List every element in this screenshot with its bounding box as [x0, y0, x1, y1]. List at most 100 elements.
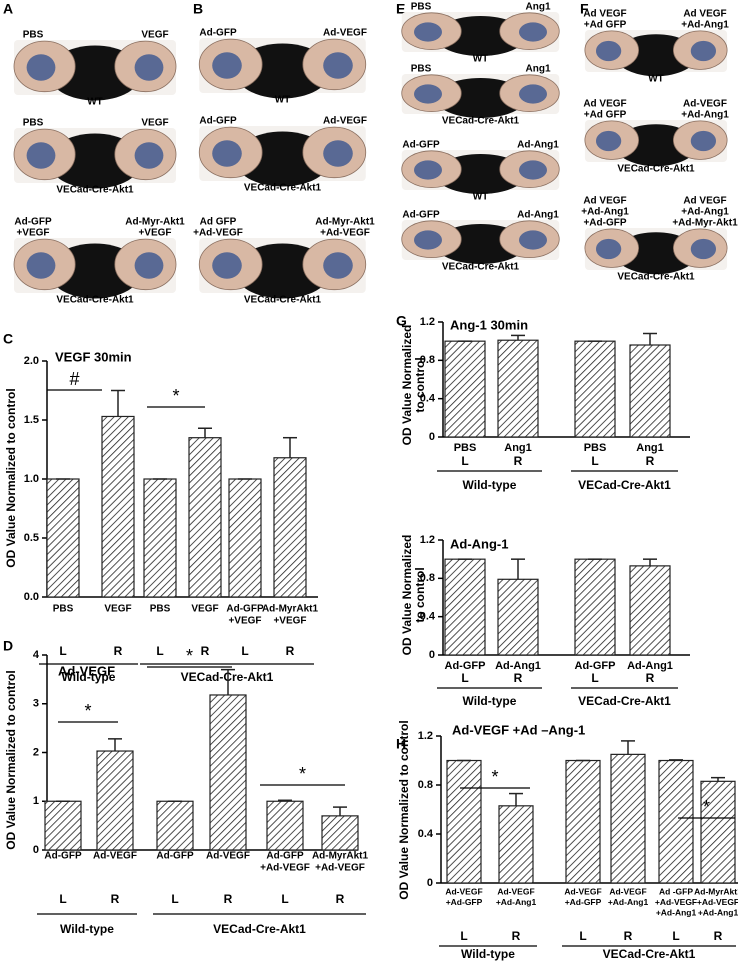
y-tick-label: 0: [427, 877, 433, 889]
dye-spot: [595, 238, 622, 260]
x-tick-label: Ad-VEGF: [564, 886, 601, 896]
bar: [444, 558, 486, 656]
error-bar: [621, 740, 635, 755]
x-tick-label: Ad-VEGF: [497, 886, 534, 896]
x-tick-label: Ad-VEGF: [93, 851, 137, 862]
treatment-label: PBS: [411, 64, 432, 75]
x-tick-label: +Ad-Ang1: [608, 897, 649, 907]
treatment-label: PBS: [23, 30, 44, 41]
x-tick-label: Ad-VEGF: [609, 886, 646, 896]
bar: [629, 344, 671, 438]
x-tick-label: Ad-MyrAkt1: [694, 886, 738, 896]
side-label: L: [171, 892, 178, 906]
x-tick-label: +Ad-VEGF: [697, 897, 738, 907]
x-tick-label: Ang1: [504, 442, 532, 454]
group-label: VECad-Cre-Akt1: [578, 694, 671, 708]
side-label: R: [624, 929, 633, 943]
x-tick-label: VEGF: [104, 604, 131, 615]
x-tick-label: +Ad-VEGF: [260, 863, 310, 874]
treatment-label: Ad-VEGF: [683, 99, 727, 110]
y-tick-label: 0.8: [418, 779, 433, 791]
side-label: L: [156, 644, 163, 658]
error-bar: [509, 792, 523, 806]
treatment-label: +Ad-Ang1: [681, 20, 729, 31]
x-tick-label: PBS: [150, 604, 171, 615]
side-label: R: [224, 892, 233, 906]
genotype-caption: VECad-Cre-Akt1: [56, 295, 134, 306]
treatment-label: Ad-GFP: [14, 217, 52, 228]
y-tick-label: 0.8: [420, 354, 435, 366]
dye-spot: [26, 142, 56, 169]
side-label: R: [514, 671, 523, 685]
treatment-label: Ad-Ang1: [517, 210, 559, 221]
treatment-label: Ad-VEGF: [323, 28, 367, 39]
bar: [574, 558, 616, 656]
y-axis-label: OD Value Normalized: [400, 325, 414, 446]
genotype-caption: VECad-Cre-Akt1: [617, 272, 695, 283]
dye-spot: [212, 140, 242, 167]
error-bar: [333, 806, 347, 816]
treatment-label: +VEGF: [138, 228, 171, 239]
panel-letter: A: [3, 1, 13, 17]
x-tick-label: Ad-GFP: [575, 660, 616, 672]
panel-letter: C: [3, 331, 13, 347]
panel-letter: B: [193, 1, 203, 17]
bar: [228, 478, 262, 598]
chart-title: VEGF 30min: [55, 349, 132, 364]
treatment-label: Ad-VEGF: [323, 116, 367, 127]
dye-spot: [134, 142, 164, 169]
side-label: R: [336, 892, 345, 906]
side-label: R: [646, 454, 655, 468]
treatment-label: Ad VEGF: [583, 196, 626, 207]
side-label: L: [591, 454, 598, 468]
group-label: VECad-Cre-Akt1: [578, 478, 671, 492]
treatment-label: Ad VEGF: [583, 9, 626, 20]
treatment-label: VEGF: [141, 118, 168, 129]
group-label: Wild-type: [62, 670, 116, 684]
genotype-caption: VECad-Cre-Akt1: [442, 116, 520, 127]
treatment-label: Ad-GFP: [199, 116, 237, 127]
genotype-caption: WT: [473, 192, 489, 203]
treatment-label: Ad VEGF: [583, 99, 626, 110]
side-label: L: [59, 644, 66, 658]
dye-spot: [414, 22, 442, 42]
error-bar: [643, 558, 657, 566]
genotype-caption: VECad-Cre-Akt1: [56, 185, 134, 196]
bar: [497, 578, 539, 656]
error-bar: [511, 334, 525, 341]
dye-spot: [212, 52, 242, 79]
y-tick-label: 3: [33, 698, 39, 710]
bar: [446, 759, 482, 884]
genotype-caption: WT: [87, 97, 103, 108]
treatment-label: Ad GFP: [200, 217, 237, 228]
x-tick-label: +Ad-GFP: [446, 897, 483, 907]
side-label: L: [460, 929, 467, 943]
dye-spot: [414, 84, 442, 104]
group-label: VECad-Cre-Akt1: [603, 947, 696, 961]
treatment-label: PBS: [23, 118, 44, 129]
y-axis-label: OD Value Normalized to control: [397, 720, 411, 899]
bar: [188, 437, 222, 598]
bar: [273, 457, 307, 598]
genotype-caption: VECad-Cre-Akt1: [442, 262, 520, 273]
significance-mark: *: [186, 646, 193, 666]
significance-mark: *: [703, 797, 710, 817]
x-tick-label: Ad-GFP: [156, 851, 194, 862]
side-label: R: [201, 644, 210, 658]
x-tick-label: +Ad-Ang1: [698, 907, 738, 917]
y-tick-label: 2: [33, 746, 39, 758]
y-tick-label: 0.5: [24, 532, 39, 544]
side-label: R: [286, 644, 295, 658]
x-tick-label: PBS: [584, 442, 607, 454]
y-tick-label: 0.4: [418, 828, 434, 840]
dye-spot: [323, 52, 353, 79]
treatment-label: Ad-GFP: [402, 210, 440, 221]
bar: [321, 815, 359, 851]
bar: [498, 805, 534, 884]
x-tick-label: Ad-Ang1: [627, 660, 673, 672]
y-tick-label: 0.4: [420, 611, 436, 623]
y-tick-label: 2.0: [24, 355, 39, 367]
dye-spot: [323, 252, 353, 279]
error-bar: [669, 759, 683, 761]
dye-spot: [134, 54, 164, 81]
